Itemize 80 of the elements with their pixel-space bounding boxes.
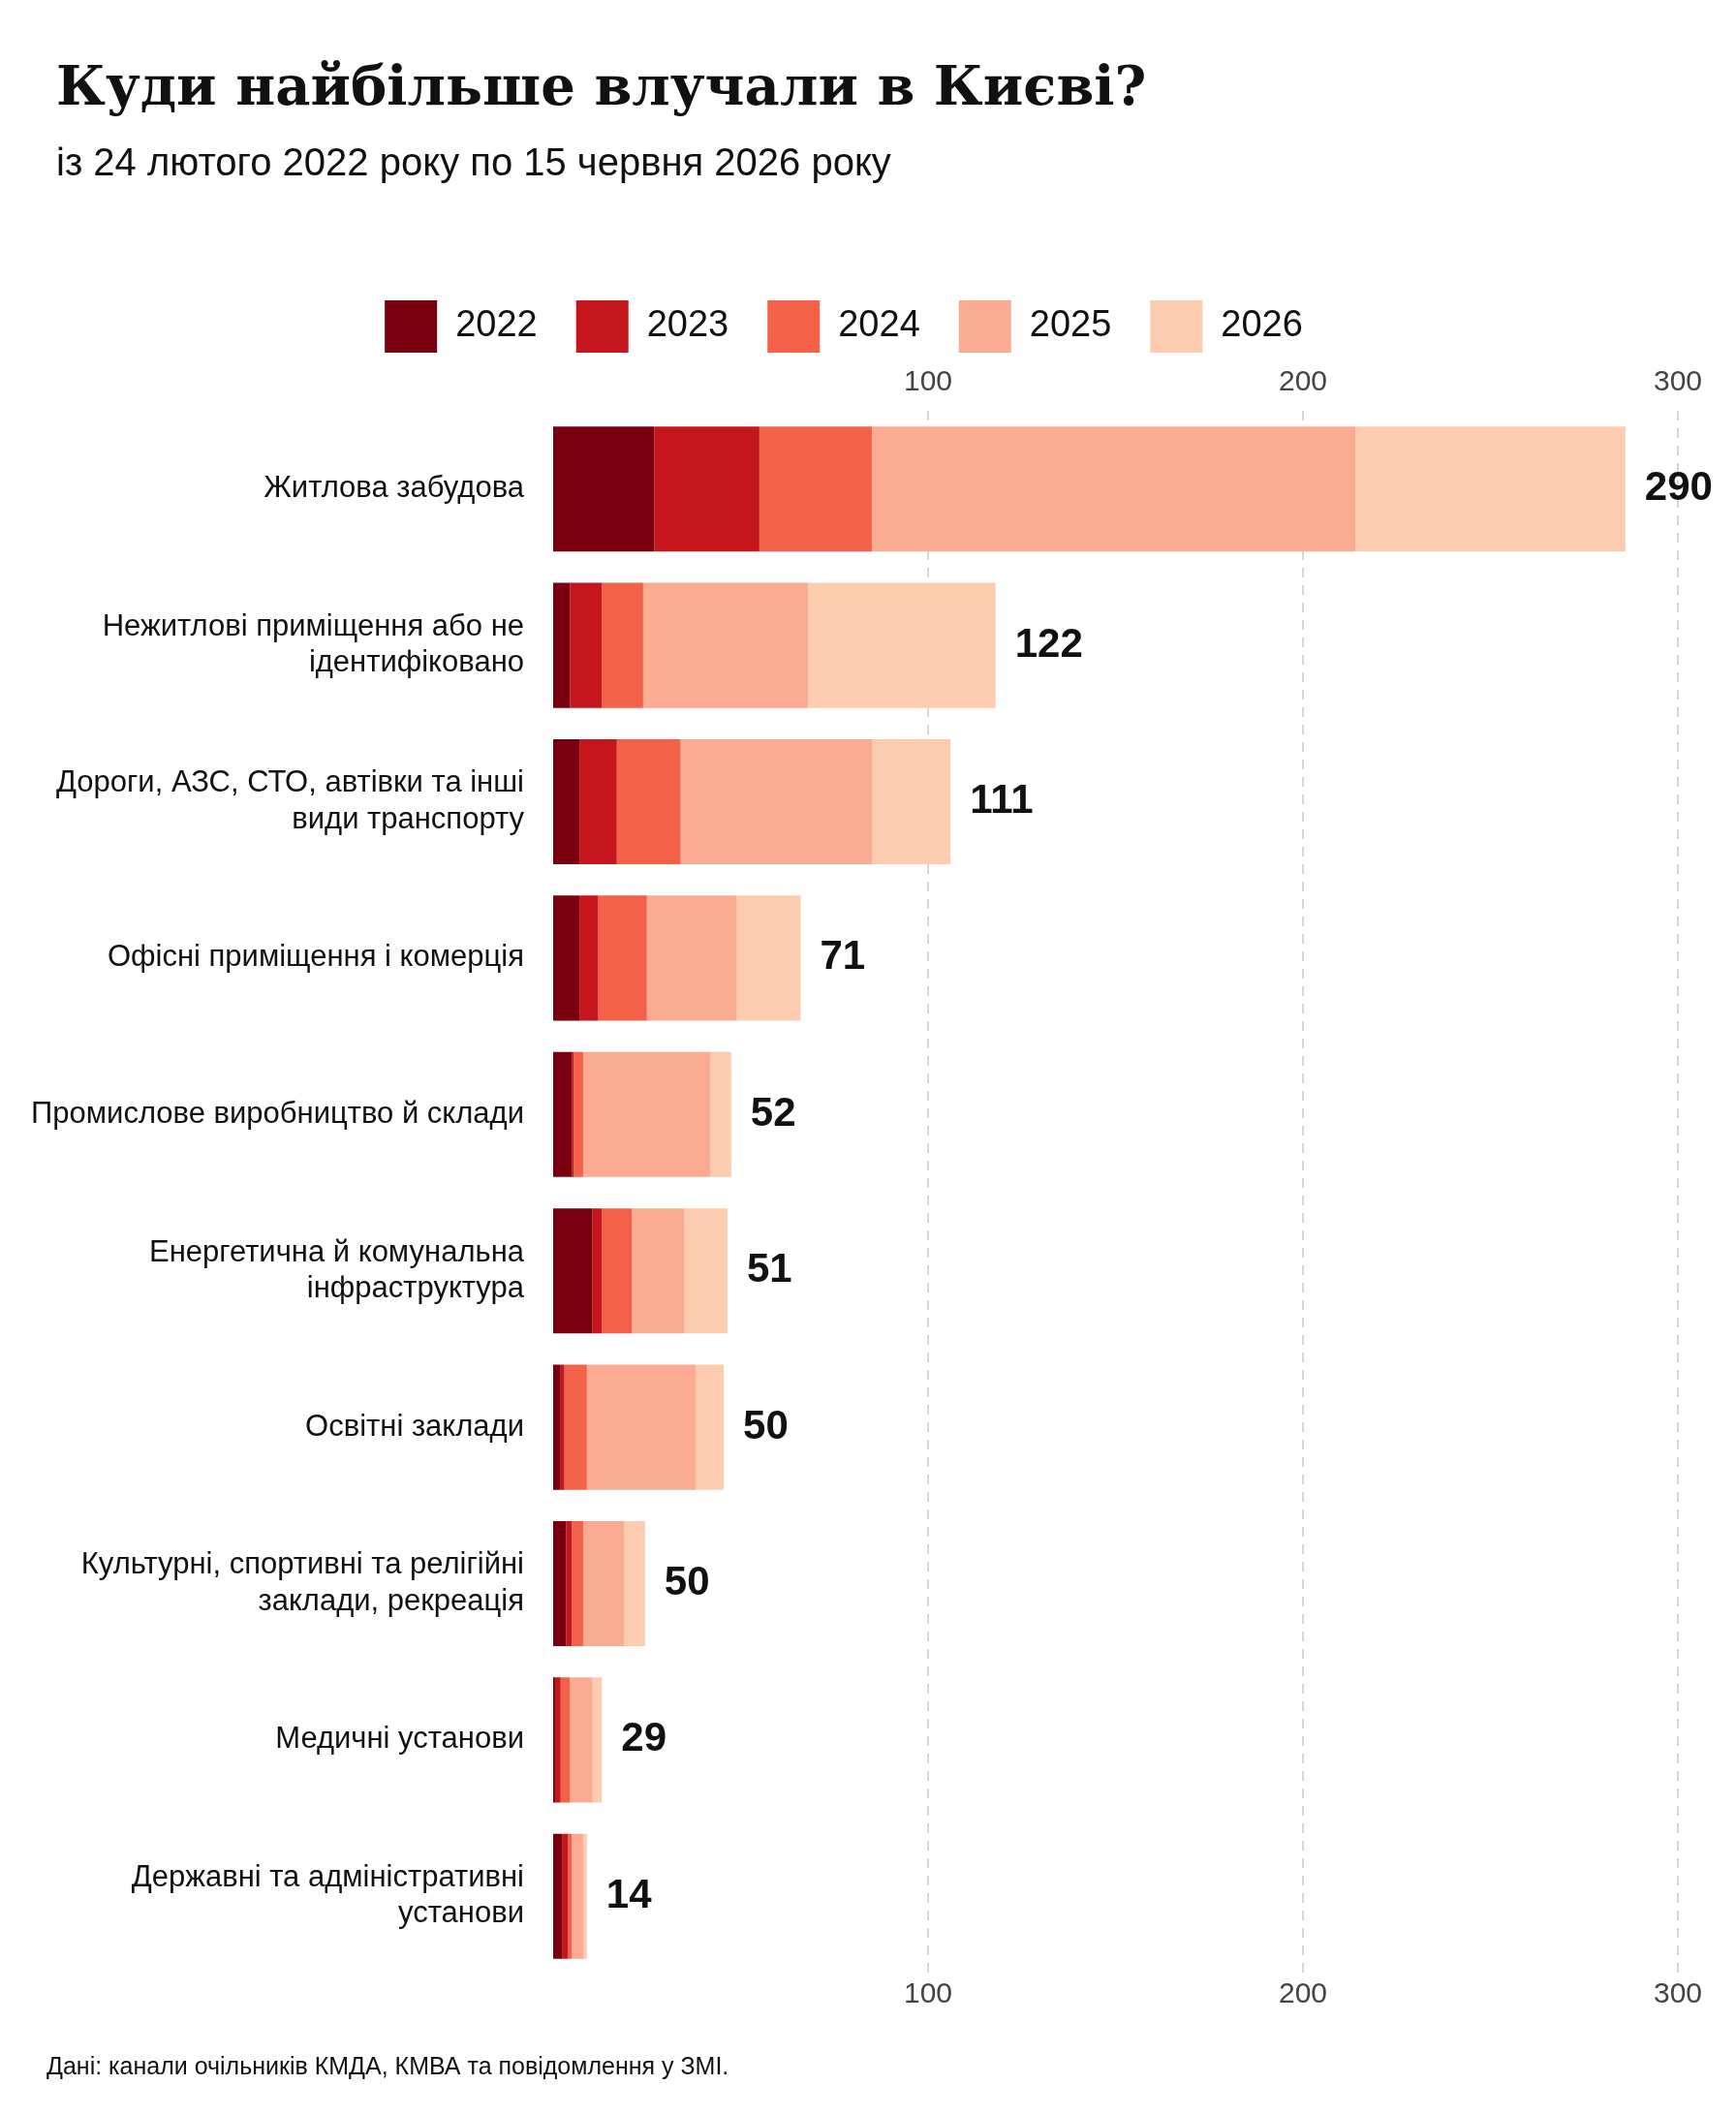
y-tick-label: Промислове виробництво й склади [30,1095,524,1130]
bar [696,1364,725,1490]
bar [570,1677,593,1803]
bar [602,1208,633,1334]
bar [808,582,996,708]
bar [564,1364,587,1490]
legend-label: 2025 [1029,303,1112,345]
bar [582,1520,625,1647]
bar [560,1364,565,1490]
bar [574,1051,583,1177]
x2-tick-label: 100 [903,364,953,397]
y-tick-label: Освітні заклади [305,1408,524,1443]
annotation: 71 [820,932,866,979]
bar [592,1677,603,1803]
bar [616,738,681,865]
bar [646,895,737,1021]
bar [568,1833,573,1959]
bar [582,1051,711,1177]
legend-label: 2022 [455,303,538,345]
legend-label: 2024 [838,303,920,345]
x2-tick-label: 200 [1278,364,1328,397]
bar [553,738,580,865]
chart-title: Куди найбільше влучали в Києві? [56,53,1147,117]
chart-subtitle: із 24 лютого 2022 року по 15 червня 2026 року [56,140,891,184]
bar [684,1208,728,1334]
annotation: 29 [621,1714,667,1760]
x-tick-label: 200 [1278,1976,1328,2009]
bar [592,1208,603,1334]
bar [602,582,643,708]
y-tick-label: Житлова забудова [264,470,525,505]
y-tick-label: Дороги, АЗС, СТО, автівки та інші види транспорту [55,764,525,835]
bar [572,1833,583,1959]
bar [553,1833,563,1959]
bar [553,1364,561,1490]
bar [579,895,599,1021]
bar [579,738,617,865]
annotation: 111 [970,776,1034,823]
bar [553,895,580,1021]
bar [554,1677,561,1803]
bar [572,1520,583,1647]
bar [598,895,647,1021]
bar [736,895,801,1021]
y-tick-label: Офісні приміщення і комерція [107,939,524,974]
y-tick-label: Нежитлові приміщення або не ідентифіковано [102,608,524,679]
y-tick-label: Медичні установи [275,1721,524,1756]
bar [582,1833,587,1959]
x-tick-label: 300 [1653,1976,1703,2009]
bar [632,1208,685,1334]
x-tick-label: 100 [903,1976,953,2009]
y-tick-label: Культурні, спортивні та релігійні заклади, рекреація [80,1546,524,1617]
bar [586,1364,697,1490]
annotation: 50 [664,1558,710,1604]
bar [553,1051,573,1177]
annotation: 290 [1644,463,1713,510]
x2-tick-label: 300 [1653,364,1703,397]
bar [871,426,1356,552]
annotation: 51 [746,1245,792,1291]
legend-label: 2026 [1221,303,1303,345]
bar [654,426,760,552]
y-tick-label: Державні та адміністративні установи [131,1859,524,1930]
bar [570,582,603,708]
bar [553,582,571,708]
bar [710,1051,731,1177]
bar [560,1677,571,1803]
y-tick-label: Енергетична й комунальна інфраструктура [149,1233,525,1304]
annotation: 50 [743,1401,789,1447]
annotation: 122 [1014,619,1083,666]
text: Дані: канали очільників КМДА, КМВА та повідомлення у ЗМІ. [46,2052,729,2080]
annotation: 14 [605,1870,653,1916]
bar [871,738,951,865]
annotation: 52 [750,1088,796,1135]
bar [1355,426,1626,552]
bar [680,738,872,865]
bar [553,1208,593,1334]
bar [759,426,872,552]
bar [553,1520,567,1647]
bar [642,582,809,708]
bar [624,1520,645,1647]
bar [553,426,655,552]
legend-label: 2023 [646,303,729,345]
